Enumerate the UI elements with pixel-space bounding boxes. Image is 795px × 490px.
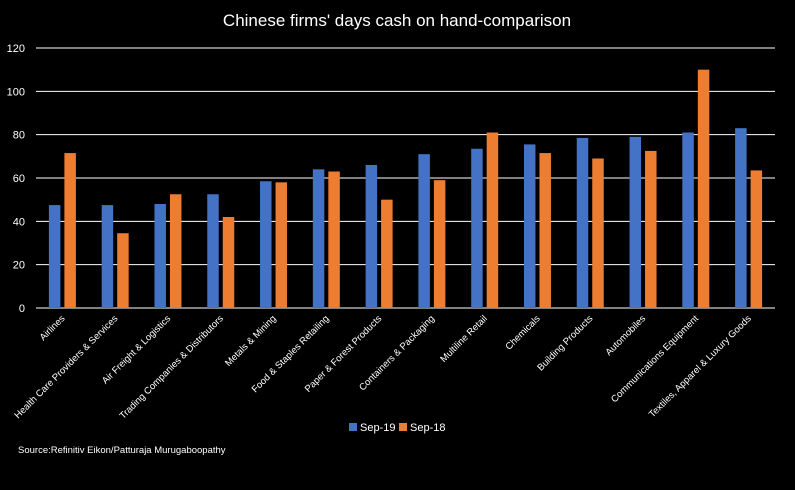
bar-sep-18-chemicals [539, 153, 551, 308]
bar-sep-19-containers-packaging [418, 154, 430, 308]
bar-sep-19-building-products [576, 137, 589, 308]
bar-sep-18-health-care-providers-services [117, 233, 129, 308]
bar-sep-19-airlines [48, 205, 61, 308]
x-category-label-communications-equipment: Communications Equipment [609, 313, 701, 405]
bar-sep-18-containers-packaging [433, 180, 446, 308]
bar-sep-19-paper-forest-products [365, 165, 378, 308]
gridlines [36, 47, 775, 309]
bar-sep-19-trading-companies-distributors [207, 194, 219, 308]
x-category-label-airlines: Airlines [38, 313, 68, 343]
x-category-label-metals-mining: Metals & Mining [223, 313, 279, 369]
bar-sep-19-automobiles [629, 136, 642, 308]
legend-label-sep-19: Sep-19 [360, 422, 395, 434]
bar-sep-19-food-staples-retailing [312, 169, 325, 308]
legend-swatch-sep-18 [399, 423, 407, 431]
y-tick-label-120: 120 [7, 43, 25, 55]
bar-sep-19-metals-mining [260, 181, 272, 308]
x-category-label-building-products: Building Products [535, 313, 595, 373]
y-tick-label-60: 60 [13, 173, 25, 185]
bar-sep-19-textiles-apparel-luxury-goods [735, 128, 747, 308]
x-category-label-automobiles: Automobiles [603, 313, 648, 358]
bar-sep-18-airlines [64, 153, 76, 308]
bar-sep-18-food-staples-retailing [328, 171, 340, 308]
bar-sep-18-air-freight-logistics [169, 194, 182, 308]
bar-sep-19-chemicals [523, 144, 536, 308]
legend: Sep-19 Sep-18 [349, 422, 445, 434]
y-tick-label-100: 100 [7, 86, 25, 98]
y-tick-label-20: 20 [13, 260, 25, 272]
bar-sep-18-multiline-retail [486, 132, 499, 308]
y-tick-label-0: 0 [19, 303, 25, 315]
x-category-label-textiles-apparel-luxury-goods: Textiles, Apparel & Luxury Goods [647, 313, 754, 420]
y-tick-label-40: 40 [13, 216, 25, 228]
x-category-label-chemicals: Chemicals [503, 313, 542, 352]
chart-title: Chinese firms' days cash on hand-compari… [223, 11, 571, 30]
x-category-label-multiline-retail: Multiline Retail [438, 313, 489, 364]
bar-sep-18-textiles-apparel-luxury-goods [750, 170, 763, 308]
bar-sep-18-automobiles [645, 150, 657, 308]
bars [48, 69, 763, 308]
source-note: Source:Refinitiv Eikon/Patturaja Murugab… [18, 445, 226, 456]
bar-sep-19-health-care-providers-services [101, 205, 114, 308]
x-category-label-health-care-providers-services: Health Care Providers & Services [12, 313, 120, 421]
bar-sep-18-building-products [592, 158, 604, 308]
x-category-label-trading-companies-distributors: Trading Companies & Distributors [118, 313, 227, 422]
bar-sep-19-air-freight-logistics [154, 204, 166, 308]
bar-sep-19-communications-equipment [682, 132, 694, 308]
bar-sep-18-metals-mining [275, 182, 288, 308]
y-tick-label-80: 80 [13, 130, 25, 142]
bar-sep-18-paper-forest-products [381, 199, 393, 308]
y-axis-ticks: 0 20 40 60 80 100 120 [7, 43, 25, 315]
bar-sep-19-multiline-retail [471, 148, 483, 308]
legend-label-sep-18: Sep-18 [410, 422, 445, 434]
bar-sep-18-trading-companies-distributors [222, 217, 235, 308]
legend-swatch-sep-19 [349, 423, 357, 431]
bar-sep-18-communications-equipment [697, 69, 710, 308]
